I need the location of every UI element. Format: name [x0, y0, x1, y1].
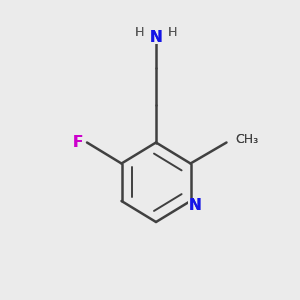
Text: N: N — [189, 198, 201, 213]
Text: N: N — [150, 30, 162, 45]
Text: CH₃: CH₃ — [236, 133, 259, 146]
Text: H: H — [168, 26, 177, 40]
FancyBboxPatch shape — [232, 133, 260, 146]
FancyBboxPatch shape — [72, 136, 84, 148]
Text: CH₃: CH₃ — [236, 133, 259, 146]
Text: N: N — [150, 30, 162, 45]
Text: F: F — [73, 135, 83, 150]
Text: H: H — [168, 26, 177, 40]
Text: N: N — [189, 198, 201, 213]
Text: F: F — [73, 135, 83, 150]
FancyBboxPatch shape — [188, 198, 202, 213]
Text: H: H — [135, 26, 144, 40]
FancyBboxPatch shape — [150, 32, 162, 44]
Text: H: H — [135, 26, 144, 40]
